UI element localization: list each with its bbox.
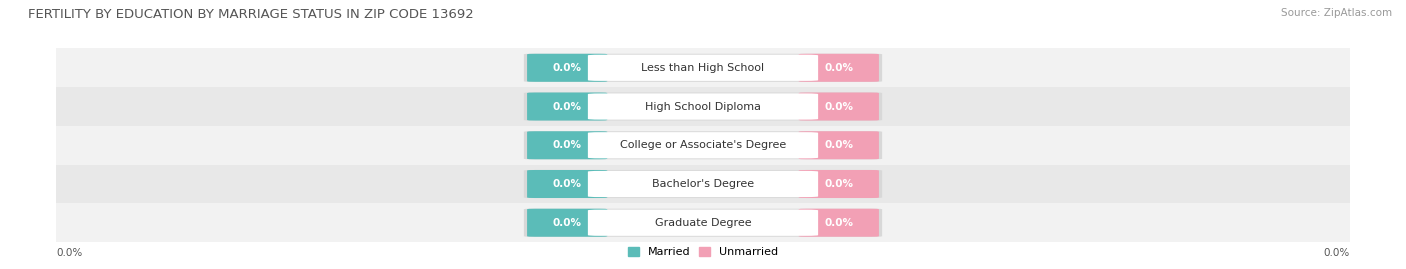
- Text: College or Associate's Degree: College or Associate's Degree: [620, 140, 786, 150]
- Text: Graduate Degree: Graduate Degree: [655, 218, 751, 228]
- Text: 0.0%: 0.0%: [553, 140, 582, 150]
- FancyBboxPatch shape: [524, 93, 882, 121]
- Text: Less than High School: Less than High School: [641, 63, 765, 73]
- FancyBboxPatch shape: [527, 170, 607, 198]
- Text: 0.0%: 0.0%: [553, 179, 582, 189]
- FancyBboxPatch shape: [527, 93, 607, 121]
- FancyBboxPatch shape: [799, 170, 879, 198]
- FancyBboxPatch shape: [588, 171, 818, 197]
- FancyBboxPatch shape: [588, 132, 818, 158]
- Text: 0.0%: 0.0%: [553, 218, 582, 228]
- Bar: [56, 126, 1350, 165]
- FancyBboxPatch shape: [524, 131, 882, 159]
- Text: 0.0%: 0.0%: [824, 179, 853, 189]
- FancyBboxPatch shape: [799, 54, 879, 82]
- Text: 0.0%: 0.0%: [824, 218, 853, 228]
- FancyBboxPatch shape: [799, 131, 879, 159]
- Text: 0.0%: 0.0%: [824, 63, 853, 73]
- Bar: [56, 165, 1350, 203]
- Text: High School Diploma: High School Diploma: [645, 101, 761, 112]
- Bar: [56, 48, 1350, 87]
- FancyBboxPatch shape: [524, 209, 882, 237]
- FancyBboxPatch shape: [588, 55, 818, 81]
- Text: 0.0%: 0.0%: [824, 140, 853, 150]
- FancyBboxPatch shape: [524, 170, 882, 198]
- FancyBboxPatch shape: [527, 209, 607, 237]
- FancyBboxPatch shape: [799, 209, 879, 237]
- Text: 0.0%: 0.0%: [56, 248, 83, 258]
- Text: 0.0%: 0.0%: [553, 101, 582, 112]
- FancyBboxPatch shape: [524, 54, 882, 82]
- Text: 0.0%: 0.0%: [553, 63, 582, 73]
- Text: Bachelor's Degree: Bachelor's Degree: [652, 179, 754, 189]
- FancyBboxPatch shape: [527, 131, 607, 159]
- FancyBboxPatch shape: [588, 210, 818, 236]
- FancyBboxPatch shape: [799, 93, 879, 121]
- Text: FERTILITY BY EDUCATION BY MARRIAGE STATUS IN ZIP CODE 13692: FERTILITY BY EDUCATION BY MARRIAGE STATU…: [28, 8, 474, 21]
- Text: 0.0%: 0.0%: [1323, 248, 1350, 258]
- FancyBboxPatch shape: [588, 93, 818, 120]
- Text: 0.0%: 0.0%: [824, 101, 853, 112]
- Bar: [56, 87, 1350, 126]
- Bar: [56, 203, 1350, 242]
- FancyBboxPatch shape: [527, 54, 607, 82]
- Legend: Married, Unmarried: Married, Unmarried: [624, 244, 782, 261]
- Text: Source: ZipAtlas.com: Source: ZipAtlas.com: [1281, 8, 1392, 18]
